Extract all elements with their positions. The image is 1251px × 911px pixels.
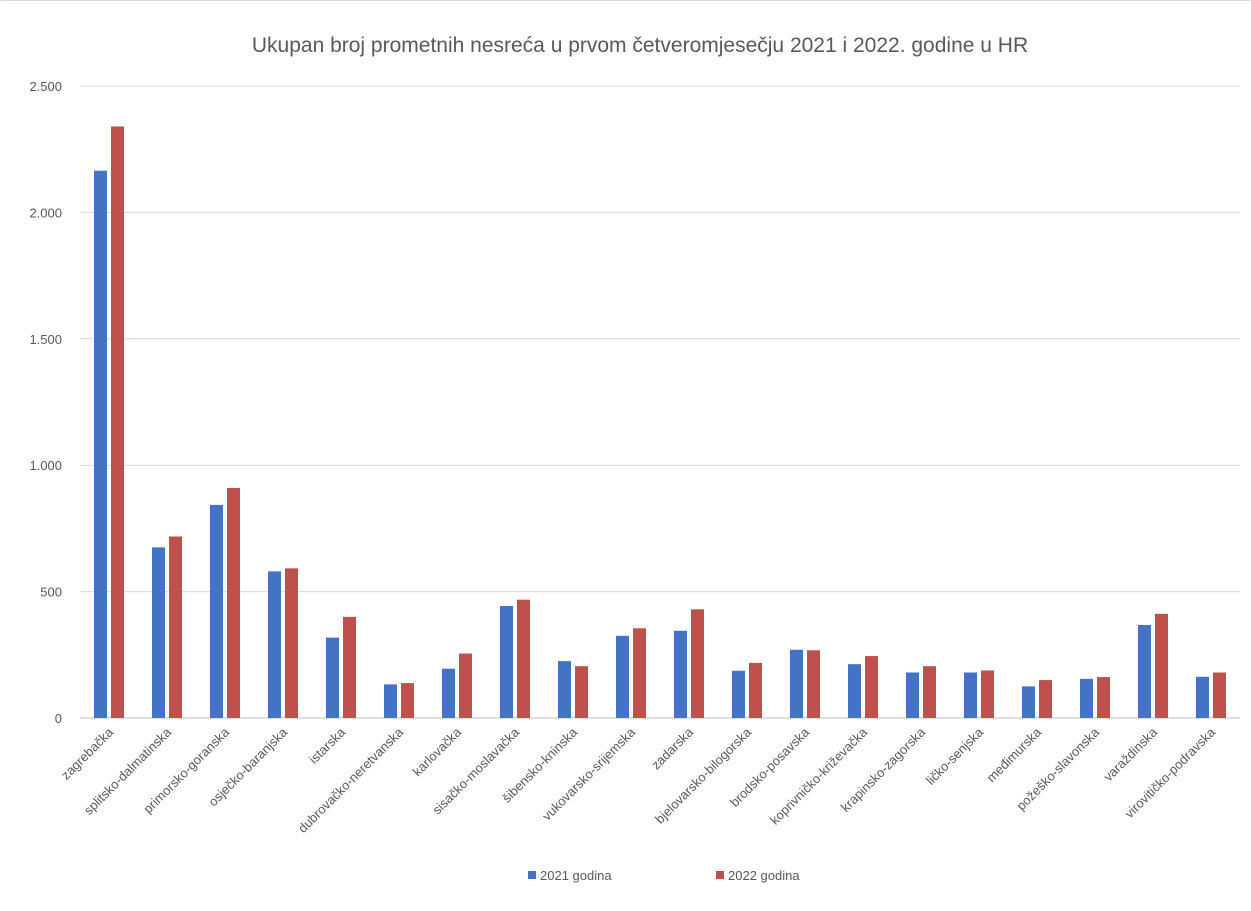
x-axis: zagrebačkasplitsko-dalmatinskaprimorsko-… [58, 724, 1219, 836]
bar-2021-16 [1022, 686, 1035, 718]
chart-title: Ukupan broj prometnih nesreća u prvom če… [252, 34, 1028, 57]
bar-2021-12 [790, 649, 803, 718]
x-tick-label: istarska [306, 724, 349, 767]
bar-2022-3 [285, 568, 298, 718]
x-tick-label: međimurska [983, 724, 1044, 785]
bar-2021-18 [1138, 624, 1151, 718]
bar-2021-10 [674, 630, 687, 718]
bar-2022-8 [575, 666, 588, 718]
y-axis: 0 500 1.000 1.500 2.000 2.500 [29, 79, 62, 726]
legend-label-1: 2022 godina [728, 868, 800, 883]
y-tick-label: 500 [40, 585, 62, 600]
bar-2021-7 [500, 606, 513, 718]
y-tick-label: 2.000 [29, 205, 62, 220]
bar-2021-0 [94, 170, 107, 719]
bar-2022-7 [517, 599, 530, 718]
bar-2021-6 [442, 668, 455, 718]
y-tick-label: 2.500 [29, 79, 62, 94]
bar-2022-16 [1039, 680, 1052, 718]
bar-2022-15 [981, 670, 994, 718]
bar-2022-5 [401, 683, 414, 718]
bar-2021-4 [326, 637, 339, 718]
bar-2022-0 [111, 126, 124, 718]
bar-2021-11 [732, 670, 745, 718]
x-tick-label: karlovačka [410, 724, 465, 779]
legend: 2021 godina 2022 godina [528, 868, 800, 883]
bars [94, 126, 1226, 719]
bar-2021-19 [1196, 676, 1209, 718]
bar-2021-13 [848, 664, 861, 718]
bar-2022-10 [691, 609, 704, 718]
bar-2021-15 [964, 672, 977, 718]
x-tick-label: ličko-senjska [923, 724, 987, 788]
y-tick-label: 1.500 [29, 332, 62, 347]
bar-2022-11 [749, 662, 762, 718]
bar-2022-4 [343, 616, 356, 718]
bar-2021-5 [384, 684, 397, 718]
x-tick-label: varaždinska [1100, 724, 1160, 784]
gridlines [80, 85, 1240, 719]
bar-2022-14 [923, 666, 936, 718]
bar-2021-9 [616, 635, 629, 718]
bar-2022-2 [227, 487, 240, 718]
bar-2022-9 [633, 628, 646, 718]
bar-2021-3 [268, 571, 281, 718]
bar-2022-6 [459, 653, 472, 718]
bar-2021-1 [152, 547, 165, 718]
y-tick-label: 1.000 [29, 458, 62, 473]
bar-2022-13 [865, 656, 878, 718]
bar-2021-17 [1080, 678, 1093, 718]
bar-2021-2 [210, 504, 223, 718]
legend-swatch-0 [528, 871, 536, 879]
bar-2022-1 [169, 536, 182, 718]
bar-2022-18 [1155, 613, 1168, 718]
bar-2022-17 [1097, 677, 1110, 718]
legend-swatch-1 [716, 871, 724, 879]
x-tick-label: zagrebačka [58, 724, 117, 783]
bar-2022-19 [1213, 672, 1226, 718]
legend-label-0: 2021 godina [540, 868, 612, 883]
bar-2021-8 [558, 661, 571, 718]
x-tick-label: koprivničko-križevačka [767, 724, 871, 828]
x-tick-label: dubrovačko-neretvanska [295, 724, 407, 836]
y-tick-label: 0 [55, 711, 62, 726]
x-tick-label: zadarska [648, 724, 696, 772]
x-tick-label: bjelovarsko-bilogorska [652, 724, 755, 827]
bar-2022-12 [807, 650, 820, 718]
bar-2021-14 [906, 672, 919, 718]
